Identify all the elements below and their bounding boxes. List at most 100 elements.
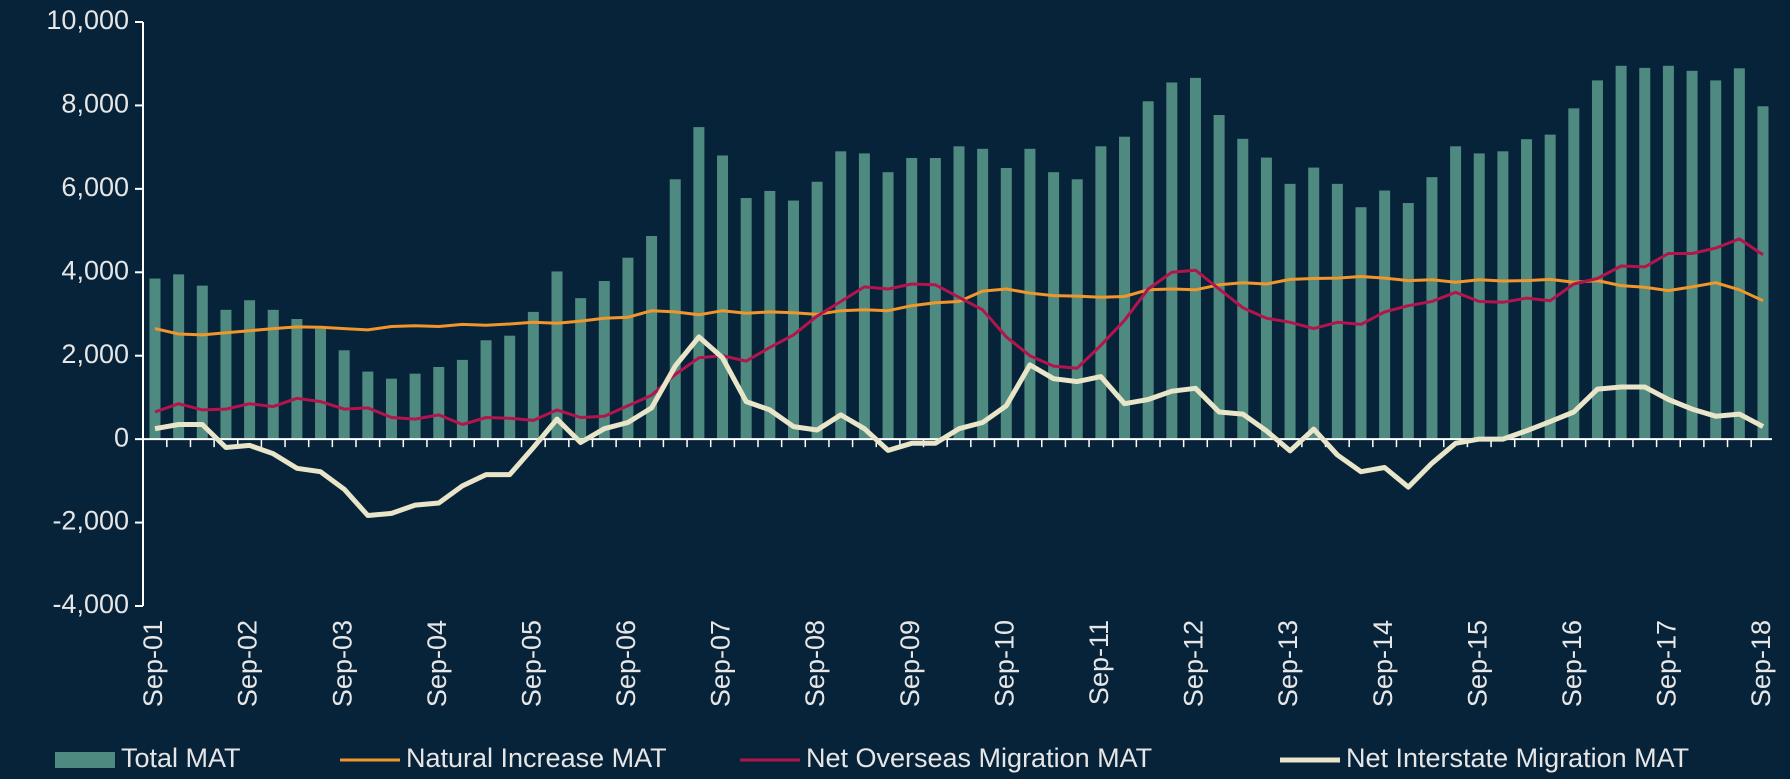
bar (220, 309, 232, 440)
x-tick-label: Sep-09 (895, 620, 925, 707)
bar (1260, 157, 1272, 440)
x-tick-label: Sep-11 (1084, 620, 1114, 705)
legend-swatch (55, 752, 115, 768)
bar (858, 153, 870, 440)
bar (480, 340, 492, 440)
legend-item: Natural Increase MAT (340, 743, 667, 773)
x-tick-label: Sep-07 (706, 620, 736, 707)
bar (362, 371, 374, 440)
bar (527, 311, 539, 440)
x-tick-label: Sep-13 (1273, 620, 1303, 707)
y-tick-label: 2,000 (61, 339, 129, 369)
bar (1213, 115, 1225, 440)
bar (977, 148, 989, 440)
y-tick-label: 6,000 (61, 172, 129, 202)
bar (1615, 65, 1627, 440)
legend-label: Natural Increase MAT (406, 743, 667, 773)
x-tick-label: Sep-03 (327, 620, 357, 707)
legend-label: Net Overseas Migration MAT (806, 743, 1152, 773)
bar (1237, 138, 1249, 440)
x-tick-label: Sep-01 (138, 620, 168, 707)
bar (1142, 101, 1154, 440)
bar (622, 257, 634, 440)
x-tick-label: Sep-14 (1368, 620, 1398, 707)
x-tick-label: Sep-18 (1746, 620, 1776, 707)
y-tick-label: -2,000 (52, 506, 129, 536)
bar (882, 172, 894, 440)
line (154, 275, 1764, 337)
bar (835, 151, 847, 440)
bar (1473, 153, 1485, 440)
x-tick-label: Sep-10 (989, 620, 1019, 707)
bar (1402, 203, 1414, 440)
bar (1308, 167, 1320, 440)
bar (1733, 68, 1745, 440)
bar (811, 181, 823, 440)
bar (1710, 80, 1722, 440)
bar (598, 281, 610, 440)
bar (267, 309, 279, 440)
line (154, 334, 1765, 518)
y-tick-label: 0 (114, 422, 129, 452)
bar (1119, 136, 1131, 440)
bar (693, 127, 705, 440)
legend-item: Total MAT (55, 743, 241, 773)
bar (1497, 151, 1509, 440)
x-tick-label: Sep-05 (516, 620, 546, 707)
bar (456, 359, 468, 440)
bar (575, 298, 587, 440)
x-tick-label: Sep-02 (233, 620, 263, 707)
y-tick-label: 4,000 (61, 255, 129, 285)
bar (409, 373, 421, 440)
bar (740, 198, 752, 440)
bar (1379, 190, 1391, 440)
legend-label: Net Interstate Migration MAT (1346, 743, 1689, 773)
x-tick-label: Sep-17 (1652, 620, 1682, 707)
bar (504, 335, 516, 440)
bar (929, 157, 941, 440)
bar (1426, 177, 1438, 440)
bar (338, 350, 350, 440)
bar (1331, 183, 1343, 440)
bar (1521, 139, 1533, 440)
bar (1095, 146, 1107, 440)
bar (149, 278, 161, 440)
bar (1544, 134, 1556, 440)
bar (244, 300, 256, 440)
bar (291, 319, 303, 440)
y-tick-label: -4,000 (52, 589, 129, 619)
legend-label: Total MAT (121, 743, 241, 773)
bar (315, 328, 327, 440)
bar (551, 271, 563, 440)
bar (433, 366, 445, 440)
legend-item: Net Interstate Migration MAT (1280, 743, 1689, 773)
bar (1591, 80, 1603, 440)
x-tick-label: Sep-16 (1557, 620, 1587, 707)
x-tick-label: Sep-12 (1179, 620, 1209, 707)
bar (764, 190, 776, 440)
line (154, 237, 1764, 426)
bar (646, 235, 658, 440)
bar (196, 285, 208, 440)
bar (385, 378, 397, 440)
y-tick-label: 8,000 (61, 89, 129, 119)
bar (1071, 179, 1083, 440)
bar (906, 157, 918, 440)
bar (1048, 172, 1060, 440)
x-tick-label: Sep-15 (1462, 620, 1492, 707)
bar (1639, 67, 1651, 440)
bar (669, 179, 681, 440)
x-tick-label: Sep-06 (611, 620, 641, 707)
bar (1166, 82, 1178, 440)
bar (1757, 106, 1769, 440)
bar (1284, 183, 1296, 440)
bar (1568, 108, 1580, 440)
bar (717, 155, 729, 440)
legend-item: Net Overseas Migration MAT (740, 743, 1152, 773)
bar (1000, 168, 1012, 440)
y-tick-label: 10,000 (46, 5, 129, 35)
bar (787, 200, 799, 440)
x-tick-label: Sep-08 (800, 620, 830, 707)
bar (1189, 77, 1201, 440)
